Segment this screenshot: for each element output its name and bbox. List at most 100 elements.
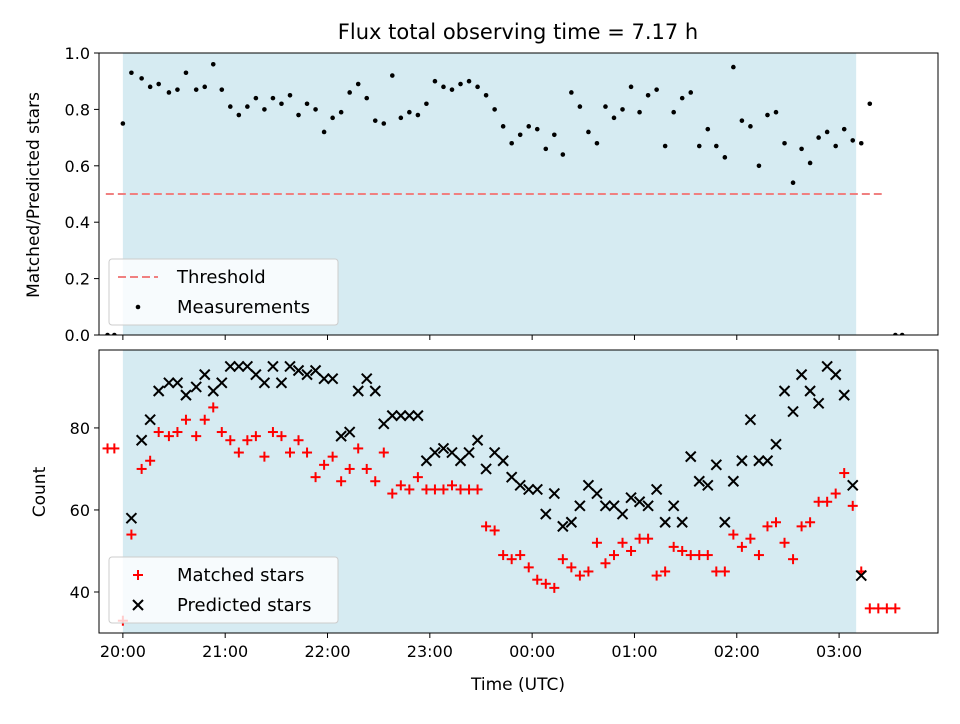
data-point [301, 368, 313, 381]
data-point [250, 368, 262, 381]
data-point [284, 447, 295, 458]
data-point [326, 373, 339, 385]
data-point [438, 484, 449, 495]
data-point [275, 377, 288, 389]
y-tick-label: 0.6 [65, 157, 90, 176]
series-predicted-stars [125, 360, 867, 582]
data-point [637, 109, 642, 115]
data-point [594, 140, 600, 146]
data-point [634, 533, 645, 544]
data-point [395, 480, 406, 491]
data-point [517, 132, 523, 138]
x-tick-label: 00:00 [509, 642, 555, 661]
data-point [483, 93, 489, 98]
data-point [441, 84, 446, 90]
data-point [816, 135, 821, 140]
data-point [702, 550, 713, 561]
data-point [548, 487, 561, 500]
data-point [557, 520, 569, 533]
data-point [714, 143, 719, 149]
data-point [855, 569, 867, 582]
data-point [543, 146, 549, 152]
data-point [372, 118, 378, 123]
data-point [267, 360, 279, 373]
data-point [199, 368, 211, 381]
data-point [233, 360, 245, 373]
y-tick-label: 0.4 [65, 213, 90, 232]
data-point [276, 431, 287, 442]
data-point [838, 389, 850, 401]
data-point [628, 84, 634, 90]
data-point [696, 143, 702, 149]
data-point [338, 109, 344, 115]
data-point [241, 360, 254, 373]
axes-frame [98, 52, 939, 336]
data-point [250, 431, 261, 442]
data-point [293, 435, 304, 446]
data-point [515, 550, 526, 561]
data-point [292, 364, 305, 377]
data-point [219, 87, 225, 92]
data-point [463, 446, 475, 459]
data-point [183, 70, 189, 76]
data-point [893, 332, 898, 335]
data-point [667, 500, 680, 512]
data-point [620, 107, 625, 112]
data-point [199, 414, 210, 425]
chart-title: Flux total observing time = 7.17 h [338, 20, 698, 44]
data-point [899, 332, 905, 335]
data-point [370, 476, 381, 487]
data-point [500, 124, 506, 129]
series-matched-stars [102, 402, 901, 626]
data-point [492, 107, 497, 112]
data-point [180, 389, 192, 401]
data-point [756, 163, 762, 169]
data-point [236, 112, 242, 118]
data-point [437, 442, 450, 455]
data-point [736, 541, 747, 552]
data-point [378, 418, 390, 430]
data-point [711, 566, 722, 577]
data-point [163, 431, 174, 442]
data-point [770, 438, 782, 451]
y-tick-label: 0.8 [65, 100, 90, 119]
data-point [352, 385, 364, 397]
x-tick-label: 23:00 [407, 642, 453, 661]
data-point [267, 427, 278, 438]
data-point [804, 385, 816, 397]
data-point [156, 81, 161, 87]
data-point [526, 124, 532, 129]
data-point [728, 529, 739, 540]
data-point [152, 385, 165, 397]
data-point [319, 459, 330, 470]
data-point [489, 525, 500, 536]
data-point [617, 537, 628, 548]
data-point [643, 533, 654, 544]
data-point [600, 558, 611, 569]
top-panel: 0.0 0.2 0.4 0.6 0.8 1.0 Threshold Measurements [65, 44, 939, 345]
x-tick-label: 22:00 [304, 642, 350, 661]
data-point [112, 332, 117, 335]
data-point [262, 107, 267, 112]
legend-label: Measurements [177, 297, 310, 318]
legend-label: Predicted stars [177, 595, 311, 616]
data-point [847, 479, 859, 492]
data-point [824, 129, 830, 135]
data-point [830, 488, 841, 499]
data-point [685, 550, 696, 561]
data-point [421, 484, 432, 495]
data-point [321, 129, 327, 135]
data-point [753, 455, 765, 467]
data-point [412, 472, 423, 483]
data-point [304, 101, 310, 107]
data-point [650, 483, 663, 496]
data-point [765, 112, 770, 118]
data-point [407, 109, 412, 115]
data-point [659, 516, 671, 528]
data-point [242, 435, 253, 446]
data-point [145, 455, 156, 466]
data-point [139, 76, 144, 81]
data-point [549, 582, 560, 593]
data-point [867, 101, 873, 107]
data-point [208, 402, 219, 413]
